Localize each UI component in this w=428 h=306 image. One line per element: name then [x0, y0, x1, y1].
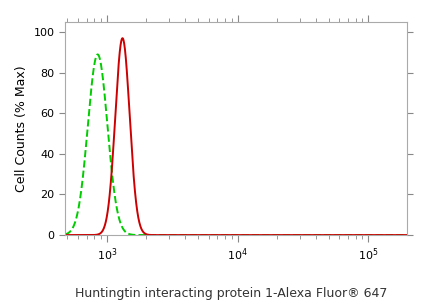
Y-axis label: Cell Counts (% Max): Cell Counts (% Max)	[15, 65, 28, 192]
Text: Huntingtin interacting protein 1-Alexa Fluor® 647: Huntingtin interacting protein 1-Alexa F…	[75, 287, 387, 300]
